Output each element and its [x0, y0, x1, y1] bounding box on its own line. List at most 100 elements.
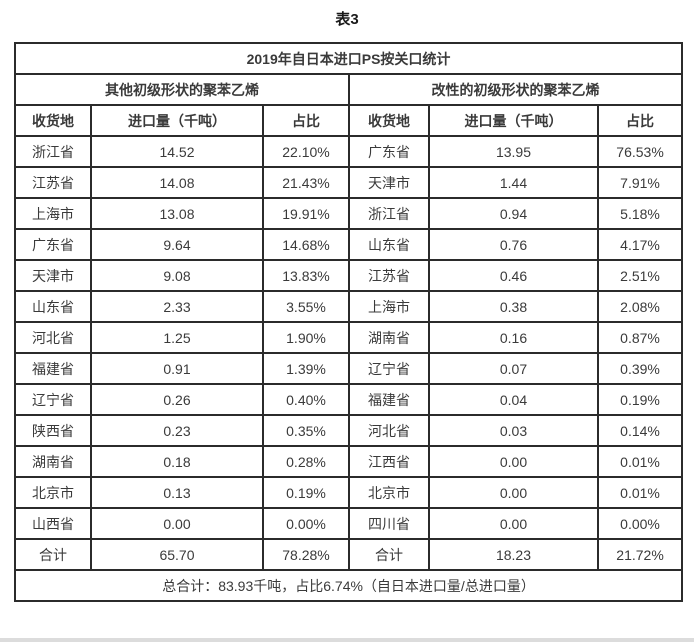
- import-qty-cell: 0.46: [428, 259, 599, 292]
- column-header-row: 收货地 进口量（千吨） 占比 收货地 进口量（千吨） 占比: [14, 104, 684, 137]
- col-header-region-left: 收货地: [14, 104, 92, 137]
- import-qty-cell: 2.33: [90, 290, 264, 323]
- table-title: 2019年自日本进口PS按关口统计: [13, 42, 684, 75]
- region-cell: 辽宁省: [14, 383, 92, 416]
- region-cell: 广东省: [348, 135, 430, 168]
- total-qty-cell: 65.70: [90, 538, 264, 571]
- total-row: 合计 65.70 78.28% 合计 18.23 21.72%: [14, 538, 684, 571]
- import-qty-cell: 0.00: [90, 507, 264, 540]
- region-cell: 北京市: [348, 476, 430, 509]
- import-qty-cell: 0.18: [90, 445, 264, 478]
- share-cell: 0.00%: [596, 507, 684, 540]
- table-row: 上海市 13.08 19.91% 浙江省 0.94 5.18%: [14, 197, 684, 230]
- share-cell: 0.87%: [596, 321, 684, 354]
- import-qty-cell: 1.44: [428, 166, 599, 199]
- import-qty-cell: 0.00: [428, 476, 599, 509]
- import-qty-cell: 0.76: [428, 228, 599, 261]
- region-cell: 上海市: [348, 290, 430, 323]
- region-cell: 福建省: [348, 383, 430, 416]
- region-cell: 山东省: [348, 228, 430, 261]
- import-qty-cell: 0.13: [90, 476, 264, 509]
- import-qty-cell: 0.16: [428, 321, 599, 354]
- share-cell: 0.00%: [262, 507, 350, 540]
- region-cell: 河北省: [14, 321, 92, 354]
- region-cell: 河北省: [348, 414, 430, 447]
- col-header-region-right: 收货地: [348, 104, 430, 137]
- region-cell: 广东省: [14, 228, 92, 261]
- table-row: 陕西省 0.23 0.35% 河北省 0.03 0.14%: [14, 414, 684, 447]
- region-cell: 天津市: [348, 166, 430, 199]
- region-cell: 山西省: [14, 507, 92, 540]
- total-label-cell: 合计: [14, 538, 92, 571]
- total-qty-cell: 18.23: [428, 538, 599, 571]
- region-cell: 北京市: [14, 476, 92, 509]
- region-cell: 天津市: [14, 259, 92, 292]
- share-cell: 0.40%: [262, 383, 350, 416]
- region-cell: 湖南省: [14, 445, 92, 478]
- import-qty-cell: 0.03: [428, 414, 599, 447]
- share-cell: 2.08%: [596, 290, 684, 323]
- import-qty-cell: 13.95: [428, 135, 599, 168]
- grand-total-row: 总合计：83.93千吨，占比6.74%（自日本进口量/总进口量）: [13, 569, 684, 602]
- share-cell: 2.51%: [596, 259, 684, 292]
- import-qty-cell: 0.00: [428, 445, 599, 478]
- region-cell: 陕西省: [14, 414, 92, 447]
- table-row: 福建省 0.91 1.39% 辽宁省 0.07 0.39%: [14, 352, 684, 385]
- share-cell: 3.55%: [262, 290, 350, 323]
- region-cell: 四川省: [348, 507, 430, 540]
- share-cell: 1.39%: [262, 352, 350, 385]
- import-qty-cell: 14.08: [90, 166, 264, 199]
- share-cell: 22.10%: [262, 135, 350, 168]
- import-qty-cell: 1.25: [90, 321, 264, 354]
- region-cell: 江西省: [348, 445, 430, 478]
- share-cell: 7.91%: [596, 166, 684, 199]
- region-cell: 福建省: [14, 352, 92, 385]
- table-row: 江苏省 14.08 21.43% 天津市 1.44 7.91%: [14, 166, 684, 199]
- share-cell: 0.35%: [262, 414, 350, 447]
- col-header-qty-right: 进口量（千吨）: [428, 104, 599, 137]
- import-qty-cell: 0.26: [90, 383, 264, 416]
- region-cell: 江苏省: [348, 259, 430, 292]
- region-cell: 辽宁省: [348, 352, 430, 385]
- share-cell: 13.83%: [262, 259, 350, 292]
- share-cell: 76.53%: [596, 135, 684, 168]
- page-bottom-edge: [0, 638, 694, 642]
- import-qty-cell: 9.08: [90, 259, 264, 292]
- grand-total-note: 总合计：83.93千吨，占比6.74%（自日本进口量/总进口量）: [13, 569, 684, 602]
- region-cell: 山东省: [14, 290, 92, 323]
- share-cell: 0.39%: [596, 352, 684, 385]
- table-row: 天津市 9.08 13.83% 江苏省 0.46 2.51%: [14, 259, 684, 292]
- table-row: 山西省 0.00 0.00% 四川省 0.00 0.00%: [14, 507, 684, 540]
- import-qty-cell: 13.08: [90, 197, 264, 230]
- table-row: 湖南省 0.18 0.28% 江西省 0.00 0.01%: [14, 445, 684, 478]
- col-header-share-right: 占比: [596, 104, 684, 137]
- col-header-qty-left: 进口量（千吨）: [90, 104, 264, 137]
- region-cell: 浙江省: [348, 197, 430, 230]
- total-label-cell: 合计: [348, 538, 430, 571]
- import-qty-cell: 14.52: [90, 135, 264, 168]
- region-cell: 上海市: [14, 197, 92, 230]
- import-qty-cell: 0.23: [90, 414, 264, 447]
- import-qty-cell: 0.07: [428, 352, 599, 385]
- share-cell: 0.01%: [596, 476, 684, 509]
- total-share-cell: 21.72%: [596, 538, 684, 571]
- share-cell: 1.90%: [262, 321, 350, 354]
- import-qty-cell: 0.91: [90, 352, 264, 385]
- region-cell: 江苏省: [14, 166, 92, 199]
- import-qty-cell: 0.94: [428, 197, 599, 230]
- share-cell: 14.68%: [262, 228, 350, 261]
- region-cell: 浙江省: [14, 135, 92, 168]
- share-cell: 5.18%: [596, 197, 684, 230]
- title-row: 2019年自日本进口PS按关口统计: [13, 42, 684, 75]
- import-qty-cell: 9.64: [90, 228, 264, 261]
- share-cell: 21.43%: [262, 166, 350, 199]
- import-qty-cell: 0.38: [428, 290, 599, 323]
- share-cell: 0.01%: [596, 445, 684, 478]
- share-cell: 0.14%: [596, 414, 684, 447]
- ps-import-table: 2019年自日本进口PS按关口统计 其他初级形状的聚苯乙烯 改性的初级形状的聚苯…: [13, 42, 684, 602]
- table-row: 广东省 9.64 14.68% 山东省 0.76 4.17%: [14, 228, 684, 261]
- import-qty-cell: 0.04: [428, 383, 599, 416]
- col-header-share-left: 占比: [262, 104, 350, 137]
- table-row: 浙江省 14.52 22.10% 广东省 13.95 76.53%: [14, 135, 684, 168]
- share-cell: 4.17%: [596, 228, 684, 261]
